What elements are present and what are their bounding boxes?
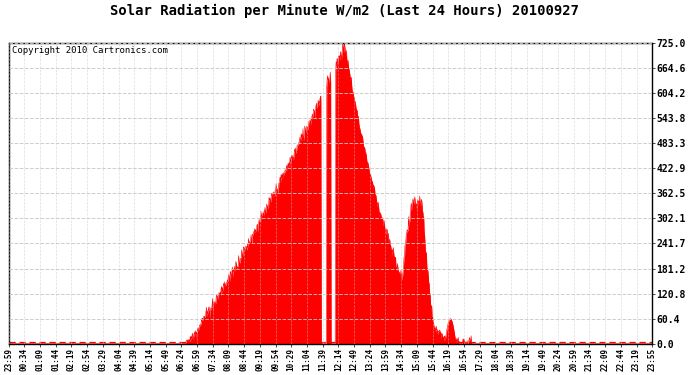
Text: Solar Radiation per Minute W/m2 (Last 24 Hours) 20100927: Solar Radiation per Minute W/m2 (Last 24…: [110, 4, 580, 18]
Text: Copyright 2010 Cartronics.com: Copyright 2010 Cartronics.com: [12, 46, 168, 56]
